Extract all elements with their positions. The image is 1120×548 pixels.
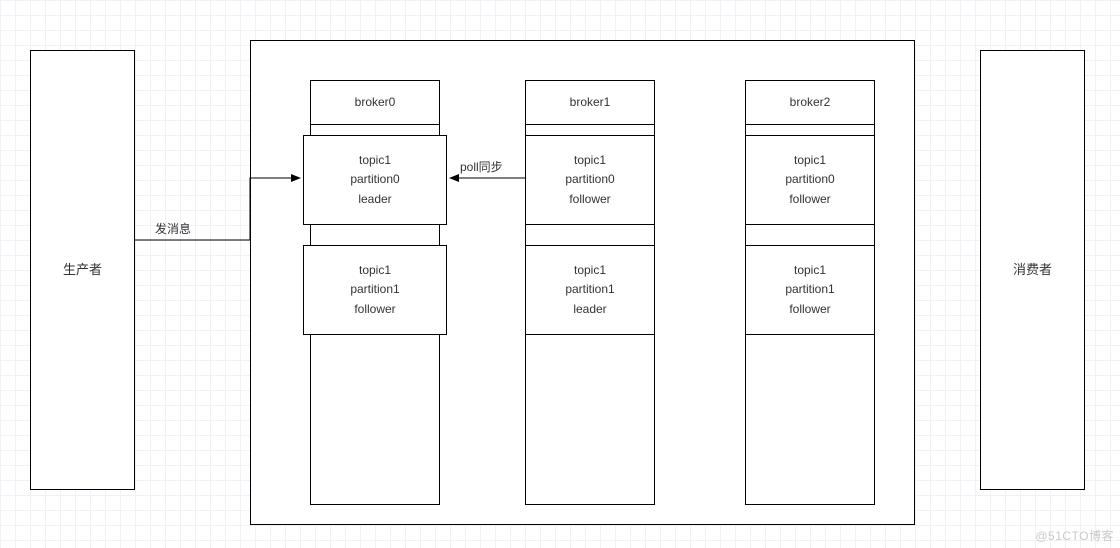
broker2-partition0: topic1 partition0 follower	[745, 135, 875, 225]
b0p1-l1: partition1	[350, 280, 399, 299]
b1p1-l0: topic1	[574, 261, 606, 280]
broker0-name: broker0	[355, 93, 396, 112]
b2p0-l1: partition0	[785, 170, 834, 189]
b0p0-l0: topic1	[359, 151, 391, 170]
edge-label-send: 发消息	[155, 220, 191, 237]
b1p0-l1: partition0	[565, 170, 614, 189]
b0p0-l2: leader	[358, 190, 391, 209]
broker2-header: broker2	[745, 80, 875, 125]
b0p1-l2: follower	[354, 300, 395, 319]
b1p1-l1: partition1	[565, 280, 614, 299]
broker1-partition1: topic1 partition1 leader	[525, 245, 655, 335]
b0p0-l1: partition0	[350, 170, 399, 189]
broker1-header: broker1	[525, 80, 655, 125]
b2p0-l0: topic1	[794, 151, 826, 170]
broker1-partition0: topic1 partition0 follower	[525, 135, 655, 225]
broker2-name: broker2	[790, 93, 831, 112]
b0p1-l0: topic1	[359, 261, 391, 280]
b2p1-l0: topic1	[794, 261, 826, 280]
b2p0-l2: follower	[789, 190, 830, 209]
consumer-label: 消费者	[1013, 260, 1052, 280]
b1p0-l2: follower	[569, 190, 610, 209]
b2p1-l2: follower	[789, 300, 830, 319]
consumer-box: 消费者	[980, 50, 1085, 490]
watermark: @51CTO博客	[1035, 527, 1114, 544]
b2p1-l1: partition1	[785, 280, 834, 299]
broker0-header: broker0	[310, 80, 440, 125]
broker1-name: broker1	[570, 93, 611, 112]
edge-label-poll: poll同步	[460, 158, 503, 175]
b1p0-l0: topic1	[574, 151, 606, 170]
producer-label: 生产者	[63, 260, 102, 280]
broker0-partition1: topic1 partition1 follower	[303, 245, 447, 335]
b1p1-l2: leader	[573, 300, 606, 319]
broker2-partition1: topic1 partition1 follower	[745, 245, 875, 335]
broker0-partition0-inner: topic1 partition0 leader	[303, 135, 447, 225]
producer-box: 生产者	[30, 50, 135, 490]
